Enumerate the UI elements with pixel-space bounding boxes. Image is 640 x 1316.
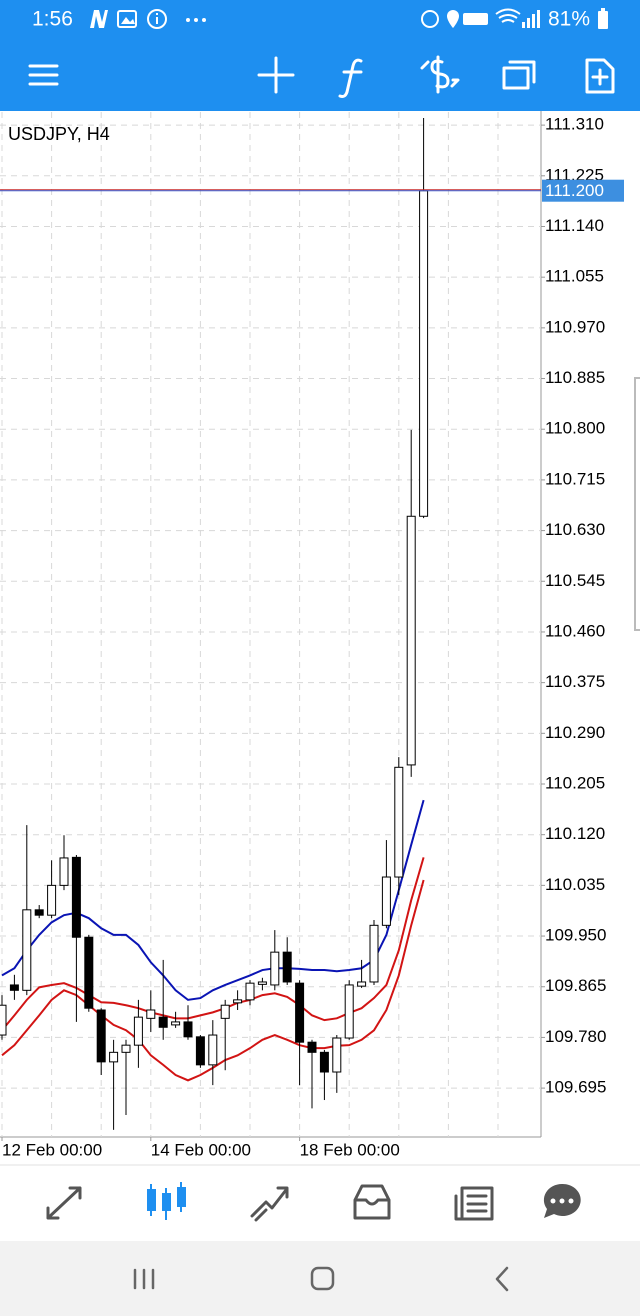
candle-body	[369, 924, 379, 983]
y-tick-label: 110.545	[545, 571, 605, 590]
news-tab[interactable]	[454, 1186, 494, 1221]
back-button[interactable]	[495, 1266, 509, 1292]
y-tick-label: 109.780	[545, 1027, 606, 1046]
candle-body	[195, 1036, 205, 1066]
y-tick-label: 109.695	[545, 1078, 606, 1097]
menu-button[interactable]	[28, 64, 59, 86]
price-label-box	[542, 179, 624, 202]
candle-body	[406, 515, 416, 766]
chart-title: USDJPY, H4	[8, 124, 110, 144]
candle-body	[319, 1051, 329, 1073]
chat-tab[interactable]	[543, 1183, 581, 1218]
y-tick-label: 110.800	[545, 419, 605, 438]
y-tick-label: 110.970	[545, 317, 605, 336]
candle-body	[47, 884, 57, 916]
y-tick-label: 110.885	[545, 368, 605, 387]
quotes-tab[interactable]	[46, 1186, 82, 1220]
candle-body	[332, 1037, 342, 1073]
chart-tab[interactable]	[147, 1182, 186, 1220]
x-tick-label: 14 Feb 00:00	[151, 1140, 251, 1159]
candle-body	[245, 982, 255, 1001]
indicators-button[interactable]	[338, 58, 363, 98]
y-tick-label: 110.035	[545, 875, 605, 894]
plot-area	[0, 112, 545, 1141]
candle-body	[171, 1021, 181, 1026]
recent-apps-button[interactable]	[133, 1268, 155, 1290]
candle-body	[295, 982, 305, 1043]
status-battery: 81%	[548, 8, 590, 31]
candle-body	[357, 981, 367, 987]
candle-body	[233, 999, 243, 1004]
y-tick-label: 110.375	[545, 672, 605, 691]
candle-body	[158, 1016, 168, 1028]
price-label: 111.200	[545, 181, 604, 200]
y-tick-label: 111.310	[545, 115, 604, 134]
y-tick-label: 110.120	[545, 824, 605, 843]
candle-body	[146, 1009, 156, 1019]
candle-body	[22, 909, 32, 991]
y-tick-label: 111.055	[545, 267, 604, 286]
system-nav	[0, 1241, 640, 1316]
candle-body	[394, 766, 404, 878]
y-tick-label: 109.950	[545, 926, 606, 945]
history-tab[interactable]	[353, 1184, 391, 1220]
candle-body	[257, 981, 267, 985]
candle-body	[109, 1051, 119, 1063]
candle-body	[34, 909, 44, 916]
scroll-handle[interactable]	[634, 377, 640, 631]
x-tick-label: 12 Feb 00:00	[2, 1140, 102, 1159]
candle-body	[0, 1004, 7, 1036]
candle-body	[282, 951, 292, 983]
app-bar	[0, 0, 640, 111]
y-tick-label: 110.460	[545, 621, 605, 640]
y-tick-label: 110.630	[545, 520, 605, 539]
candle-body	[84, 936, 94, 1009]
y-tick-label: 110.715	[545, 469, 605, 488]
bottom-nav	[0, 1165, 640, 1241]
y-tick-label: 110.290	[545, 723, 605, 742]
y-tick-label: 109.865	[545, 976, 606, 995]
new-order-button[interactable]	[585, 58, 615, 94]
x-tick-label: 18 Feb 00:00	[300, 1140, 400, 1159]
candle-body	[59, 857, 69, 886]
trade-tab[interactable]	[250, 1186, 289, 1222]
candle-body	[419, 190, 429, 517]
y-tick-label: 111.140	[545, 216, 604, 235]
candle-body	[307, 1041, 317, 1053]
status-icons	[90, 8, 608, 29]
windows-button[interactable]	[502, 60, 536, 90]
candle-body	[96, 1009, 106, 1063]
status-time: 1:56	[32, 8, 73, 31]
candle-body	[121, 1044, 131, 1053]
candle-body	[270, 951, 280, 986]
y-tick-label: 110.205	[545, 773, 605, 792]
candle-body	[71, 856, 81, 938]
candle-body	[381, 876, 391, 926]
home-button[interactable]	[310, 1266, 335, 1291]
indicator-line	[1, 799, 425, 1001]
candle-body	[344, 984, 354, 1039]
candle-body	[133, 1016, 143, 1046]
candle-body	[9, 984, 19, 991]
y-tick-label: 111.225	[545, 165, 604, 184]
trade-button[interactable]	[420, 55, 460, 94]
crosshair-button[interactable]	[257, 56, 295, 94]
candle-body	[183, 1021, 193, 1038]
candle-body	[208, 1034, 218, 1066]
candle-body	[220, 1004, 230, 1019]
